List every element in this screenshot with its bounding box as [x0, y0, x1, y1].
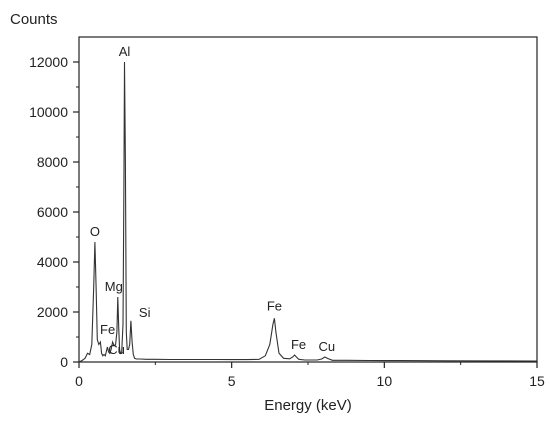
axis-ticks [73, 61, 538, 368]
x-axis-title: Energy (keV) [264, 397, 352, 414]
y-tick-label: 0 [60, 354, 68, 370]
y-tick-label: 10000 [29, 104, 68, 120]
peak-label-cu: Cu [108, 342, 125, 357]
tick-labels: 0 5 10 15 0 2000 4000 6000 8000 10000 12000 [29, 54, 545, 389]
y-tick-label: 12000 [29, 54, 68, 70]
y-tick-label: 8000 [37, 154, 68, 170]
peak-label-fe: Fe [291, 337, 306, 352]
peak-label-o: O [90, 224, 100, 239]
peak-label-si: Si [139, 305, 151, 320]
peak-label-fe: Fe [100, 322, 115, 337]
peak-label-cu: Cu [318, 339, 335, 354]
spectrum-line [78, 61, 538, 363]
y-axis-title: Counts [10, 11, 58, 28]
x-tick-label: 5 [228, 373, 236, 389]
peak-label-al: Al [119, 44, 131, 59]
y-tick-label: 4000 [37, 254, 68, 270]
x-tick-label: 15 [529, 373, 545, 389]
y-tick-label: 2000 [37, 304, 68, 320]
x-tick-label: 0 [75, 373, 83, 389]
peak-label-mg: Mg [105, 279, 123, 294]
y-tick-label: 6000 [37, 204, 68, 220]
peak-label-fe: Fe [267, 298, 282, 313]
peak-labels: Al O Mg Si Fe Cu Fe Fe Cu [90, 44, 335, 357]
x-tick-label: 10 [377, 373, 393, 389]
